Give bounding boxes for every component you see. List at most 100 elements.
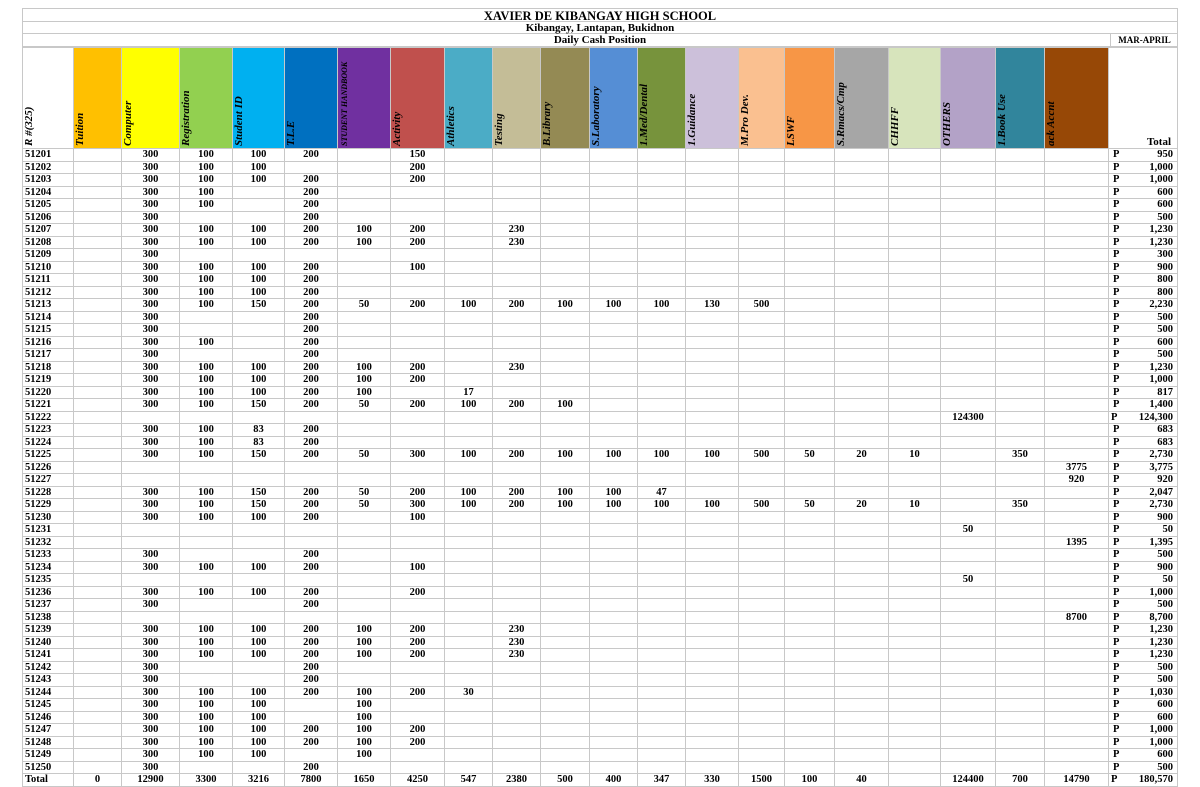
row-total: P 900 [1108, 560, 1178, 574]
currency-sign: P [1113, 299, 1120, 311]
amount-cell: 100 [232, 648, 285, 662]
row-total-value: 900 [1157, 511, 1173, 523]
amount-cell: 300 [121, 648, 180, 662]
amount-cell: 100 [232, 273, 285, 287]
amount-cell [589, 398, 638, 412]
amount-cell [73, 673, 122, 687]
table-row: 51237 300 200 P 500 [22, 598, 1178, 612]
amount-cell [540, 735, 590, 749]
amount-cell [888, 298, 941, 312]
amount-cell: 100 [390, 510, 445, 524]
amount-cell: 300 [121, 285, 180, 299]
amount-cell: 300 [121, 210, 180, 224]
amount-cell [995, 523, 1045, 537]
amount-cell [834, 585, 889, 599]
amount-cell [738, 348, 785, 362]
amount-cell: 100 [179, 735, 233, 749]
amount-cell: 200 [284, 260, 338, 274]
fee-column-label: 1.Guidance [686, 93, 699, 146]
receipt-number: 51206 [22, 210, 74, 224]
table-row: 51247 300 100 100 200 100 200 P 1,000 [22, 723, 1178, 737]
amount-cell [940, 735, 996, 749]
table-row: 51245 300 100 100 100 P 600 [22, 698, 1178, 712]
amount-cell [940, 310, 996, 324]
amount-cell [940, 198, 996, 212]
row-total: P 950 [1108, 148, 1178, 162]
amount-cell [995, 298, 1045, 312]
amount-cell [232, 410, 285, 424]
amount-cell [784, 223, 835, 237]
amount-cell [390, 573, 445, 587]
amount-cell [390, 760, 445, 774]
amount-cell [1044, 310, 1109, 324]
amount-cell [589, 285, 638, 299]
amount-cell: 100 [179, 560, 233, 574]
amount-cell: 150 [232, 298, 285, 312]
amount-cell: 200 [390, 635, 445, 649]
amount-cell [834, 548, 889, 562]
row-total-value: 2,230 [1149, 299, 1173, 311]
amount-cell [284, 160, 338, 174]
amount-cell [444, 748, 493, 762]
amount-cell [834, 360, 889, 374]
amount-cell [784, 248, 835, 262]
amount-cell [540, 185, 590, 199]
receipt-number: 51240 [22, 635, 74, 649]
receipt-number: 51241 [22, 648, 74, 662]
amount-cell [995, 198, 1045, 212]
fee-column-header: 1.Book Use [995, 47, 1045, 149]
amount-cell [589, 585, 638, 599]
amount-cell [73, 585, 122, 599]
amount-cell [995, 210, 1045, 224]
amount-cell [995, 735, 1045, 749]
amount-cell [390, 323, 445, 337]
amount-cell [784, 273, 835, 287]
amount-cell [73, 423, 122, 437]
amount-cell [540, 673, 590, 687]
amount-cell: 20 [834, 498, 889, 512]
amount-cell [492, 698, 541, 712]
amount-cell [179, 310, 233, 324]
amount-cell [121, 535, 180, 549]
amount-cell: 200 [284, 448, 338, 462]
amount-cell [589, 535, 638, 549]
amount-cell: 230 [492, 635, 541, 649]
amount-cell: 200 [284, 623, 338, 637]
amount-cell [492, 560, 541, 574]
amount-cell: 100 [179, 360, 233, 374]
amount-cell [738, 523, 785, 537]
row-total: P 2,730 [1108, 448, 1178, 462]
amount-cell [73, 460, 122, 474]
amount-cell [390, 248, 445, 262]
amount-cell: 100 [179, 623, 233, 637]
amount-cell: 100 [232, 173, 285, 187]
table-row: 51201 300 100 100 200 150 P 950 [22, 148, 1178, 162]
receipt-number: 51208 [22, 235, 74, 249]
amount-cell [232, 523, 285, 537]
table-row: 51210 300 100 100 200 100 P 900 [22, 260, 1178, 274]
fee-column-label: STUDENT HANDBOOK [340, 61, 349, 146]
amount-cell [1044, 210, 1109, 224]
table-row: 51204 300 100 200 P 600 [22, 185, 1178, 199]
amount-cell: 100 [179, 298, 233, 312]
amount-cell [540, 360, 590, 374]
row-total-value: 2,730 [1149, 449, 1173, 461]
amount-cell [637, 410, 686, 424]
amount-cell: 100 [337, 623, 391, 637]
amount-cell [73, 385, 122, 399]
amount-cell: 300 [121, 435, 180, 449]
amount-cell [784, 298, 835, 312]
amount-cell [834, 398, 889, 412]
amount-cell [995, 723, 1045, 737]
row-total-value: 2,730 [1149, 499, 1173, 511]
amount-cell [834, 748, 889, 762]
currency-sign: P [1113, 524, 1120, 536]
amount-cell [337, 210, 391, 224]
amount-cell [390, 610, 445, 624]
column-total: 100 [784, 773, 835, 787]
amount-cell [784, 160, 835, 174]
amount-cell [940, 235, 996, 249]
row-total: P 1,030 [1108, 685, 1178, 699]
row-total: P 900 [1108, 510, 1178, 524]
amount-cell [1044, 673, 1109, 687]
